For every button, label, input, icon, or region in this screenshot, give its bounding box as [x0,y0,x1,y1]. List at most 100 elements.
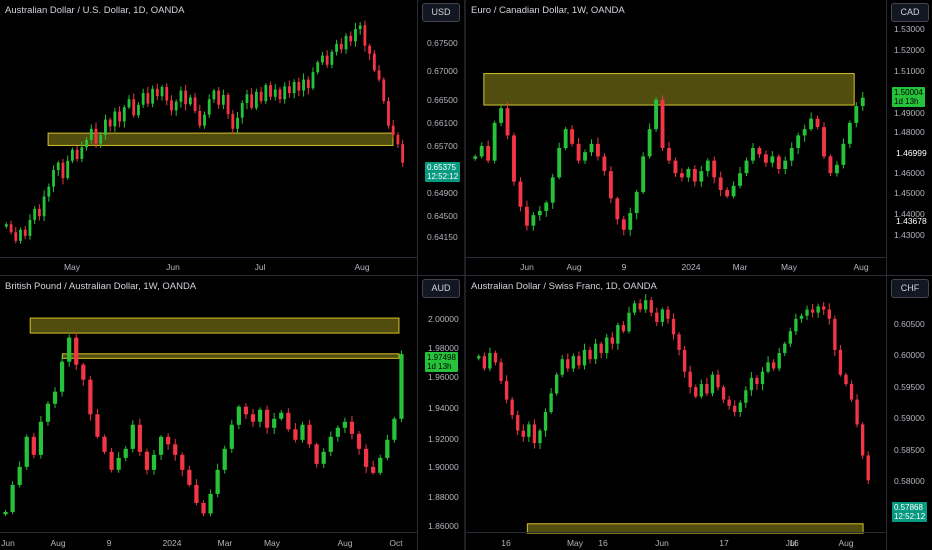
countdown-timer: 1d 13h [427,362,452,371]
chart-title: Australian Dollar / Swiss Franc, 1D, OAN… [471,281,657,292]
candle [776,154,781,174]
candle [243,403,249,420]
candle [473,154,478,161]
candle-body [118,111,121,122]
zone-rectangle[interactable] [526,523,864,534]
price-tick-label: 0.60500 [894,319,925,329]
candle-body [19,229,22,241]
candle [155,83,159,101]
candle-body [286,412,291,430]
candle-body [776,156,781,170]
panel-divider-horizontal[interactable] [0,275,932,276]
zone-rectangle[interactable] [483,73,855,106]
candle [721,385,726,404]
candle-body [59,361,65,392]
time-tick-label: 9 [106,538,112,548]
candle-body [488,353,492,369]
candle-body [188,97,192,105]
chart-panel-audchf[interactable]: Australian Dollar / Swiss Franc, 1D, OAN… [466,276,932,550]
candle [682,345,687,378]
candle [137,418,142,456]
candle [486,140,491,164]
candle [146,86,150,107]
candle-body [571,356,576,369]
candle-body [137,104,140,116]
candle [727,395,731,410]
chart-panel-audusd[interactable]: Australian Dollar / U.S. Dollar, 1D, OAN… [0,0,464,275]
currency-button[interactable]: USD [422,3,460,22]
currency-button[interactable]: AUD [422,279,460,298]
candle-body [751,148,755,161]
candle [733,400,737,417]
chart-plot-audusd[interactable] [0,0,464,275]
candle [165,83,169,106]
chart-plot-gbpaud[interactable] [0,276,464,550]
candle [160,85,164,101]
candle-body [273,89,277,97]
zone-rectangle[interactable] [29,317,400,334]
candle [74,332,79,371]
chart-title: Euro / Canadian Dollar, 1W, OANDA [471,5,625,16]
candle-body [141,93,145,105]
candle [109,447,114,473]
currency-button[interactable]: CHF [891,279,929,298]
candle-body [399,354,404,419]
candle [356,431,362,455]
candle [599,341,603,359]
candle-body [387,101,390,126]
zone-rectangle[interactable] [47,132,394,146]
zone-rectangle[interactable] [61,353,400,359]
time-tick-label: May [263,538,281,548]
candle [306,76,310,95]
candle-body [716,374,720,388]
candle-body [245,94,249,103]
candle-body [288,86,291,94]
chart-panel-eurcad[interactable]: Euro / Canadian Dollar, 1W, OANDA CAD 1.… [466,0,932,275]
candle [297,77,301,97]
candle [531,211,536,231]
candle [809,112,814,132]
candle [705,377,709,396]
candle-body [510,399,514,416]
candle-body [265,409,270,428]
candle [686,167,691,182]
candle-body [755,377,759,385]
candle [654,97,659,132]
candle-body [302,79,305,91]
candle [328,431,333,457]
candle-body [4,224,8,227]
candle-body [557,148,562,178]
candle [557,142,562,180]
last-price-value: 1.50004 [894,88,923,97]
candle-body [293,429,298,440]
candle [59,355,65,397]
candle-body [537,210,542,216]
candle-body [75,149,79,159]
candle [482,352,487,371]
candle-body [151,88,155,104]
candle-body [543,412,548,431]
candle-body [300,424,305,440]
chart-plot-audchf[interactable] [466,276,932,550]
candle-body [641,156,646,193]
candle [532,419,537,449]
candle [217,87,221,109]
candle-body [160,86,164,97]
candle [279,410,284,421]
currency-button[interactable]: CAD [891,3,929,22]
candle [512,132,516,186]
chart-panel-gbpaud[interactable]: British Pound / Australian Dollar, 1W, O… [0,276,464,550]
candle [335,425,340,442]
candle-body [392,418,397,440]
candle [184,84,188,111]
candle [391,119,395,139]
price-tick-label: 1.52000 [894,45,925,55]
candle [137,102,140,118]
candle-body [860,97,865,107]
candle-body [354,29,357,42]
candle [17,461,22,488]
candle-body [524,206,529,226]
candle-body [647,129,652,157]
chart-plot-eurcad[interactable] [466,0,932,275]
candle-body [306,79,310,89]
